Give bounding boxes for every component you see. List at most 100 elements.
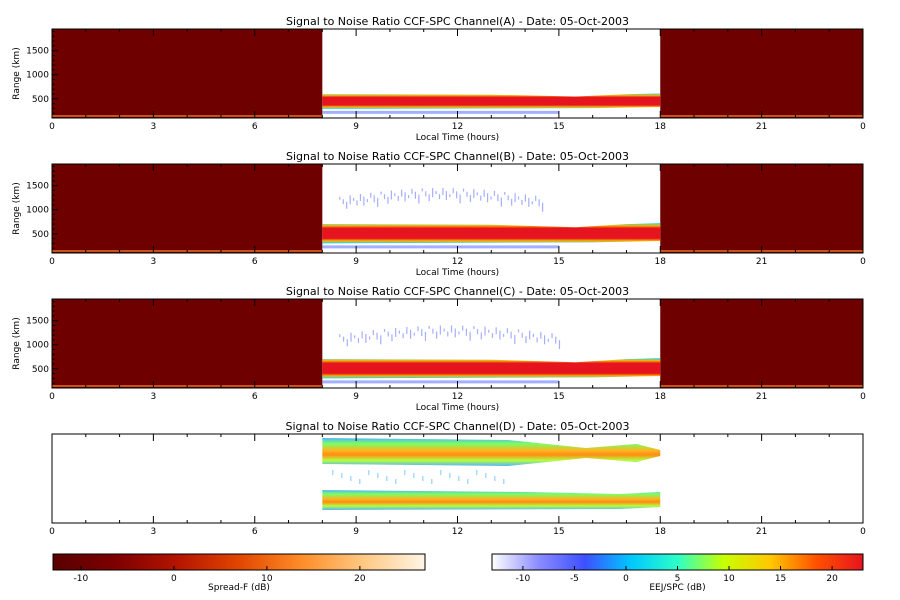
- echo-streak: [387, 196, 389, 204]
- colorbar-label: EEJ/SPC (dB): [649, 583, 705, 593]
- echo-streak: [421, 329, 423, 337]
- x-tick-label: 3: [151, 527, 157, 537]
- x-tick-label: 6: [252, 527, 258, 537]
- echo-streak: [488, 329, 490, 333]
- colorbar-tick-label: 0: [623, 574, 629, 584]
- echo-speck: [386, 476, 388, 481]
- echo-streak: [538, 199, 540, 207]
- upper-echo: [339, 325, 561, 350]
- echo-streak: [380, 335, 382, 345]
- echo-streak: [442, 188, 444, 196]
- spread-f-block: [52, 164, 323, 253]
- echo-speck: [503, 479, 505, 484]
- echo-streak: [352, 197, 355, 201]
- echo-streak: [462, 188, 465, 192]
- echo-streak: [425, 191, 427, 197]
- echo-speck: [431, 479, 433, 484]
- x-tick-label: 12: [452, 257, 463, 267]
- echo-speck: [422, 476, 424, 481]
- x-tick-label: 18: [655, 527, 667, 537]
- x-tick-label: 6: [252, 122, 258, 132]
- x-tick-label: 21: [756, 257, 767, 267]
- eej-band: [322, 223, 661, 244]
- echo-streak: [462, 325, 464, 331]
- echo-streak: [541, 202, 544, 212]
- echo-streak: [373, 195, 375, 203]
- echo-streak: [406, 327, 408, 335]
- echo-streak: [525, 336, 527, 344]
- y-tick-label: 1000: [26, 341, 49, 351]
- echo-streak: [438, 194, 441, 200]
- echo-streak: [417, 326, 419, 332]
- echo-streak: [443, 328, 445, 332]
- echo-streak: [506, 328, 508, 334]
- x-tick-label: 18: [655, 392, 667, 402]
- echo-streak: [503, 333, 505, 337]
- x-tick-label: 0: [49, 527, 55, 537]
- y-tick-label: 1000: [26, 206, 49, 216]
- echo-streak: [359, 193, 362, 201]
- colorbar-ramp: [52, 553, 426, 571]
- echo-streak: [424, 331, 427, 341]
- x-tick-label: 0: [49, 257, 55, 267]
- panel-c: Signal to Noise Ratio CCF-SPC Channel(C)…: [12, 285, 866, 413]
- colorbar-tick-label: 15: [775, 574, 786, 584]
- echo-streak: [521, 199, 523, 205]
- colorbar-tick-label: -10: [516, 574, 531, 584]
- y-tick-label: 500: [32, 95, 49, 105]
- echo-streak: [383, 194, 386, 200]
- x-tick-label: 6: [252, 257, 258, 267]
- echo-speck: [485, 473, 487, 478]
- eej-band-lower: [322, 490, 661, 510]
- panel-title: Signal to Noise Ratio CCF-SPC Channel(C)…: [286, 285, 629, 298]
- echo-streak: [551, 333, 553, 339]
- y-tick-label: 1500: [26, 182, 49, 192]
- x-tick-label: 9: [353, 392, 359, 402]
- x-tick-label: 15: [553, 527, 564, 537]
- colorbar-tick-label: 0: [171, 574, 177, 584]
- x-tick-label: 3: [151, 392, 157, 402]
- echo-streak: [483, 189, 485, 197]
- echo-streak: [402, 333, 404, 339]
- y-axis-label: Range (km): [12, 317, 22, 369]
- spread-f-block: [52, 299, 323, 388]
- panel-title: Signal to Noise Ratio CCF-SPC Channel(B)…: [286, 150, 629, 163]
- spread-f-block: [660, 29, 863, 118]
- echo-streak: [436, 331, 438, 339]
- x-tick-label: 12: [452, 392, 463, 402]
- echo-streak: [413, 332, 415, 336]
- echo-streak: [495, 327, 497, 335]
- echo-speck: [476, 470, 478, 475]
- x-tick-label: 0: [860, 122, 866, 132]
- y-axis-label: Range (km): [12, 47, 22, 99]
- y-tick-label: 500: [32, 230, 49, 240]
- echo-streak: [395, 327, 397, 337]
- echo-streak: [450, 325, 453, 333]
- echo-streak: [524, 194, 526, 202]
- echo-streak: [490, 196, 492, 200]
- echo-speck: [359, 479, 361, 484]
- colorbar-label: Spread-F (dB): [208, 583, 270, 593]
- echo-streak: [370, 192, 372, 198]
- spread-f-block: [660, 299, 863, 388]
- x-tick-label: 15: [553, 257, 564, 267]
- echo-streak: [510, 331, 512, 339]
- x-tick-label: 15: [553, 122, 564, 132]
- echo-streak: [391, 334, 393, 342]
- colorbar-tick-label: 10: [261, 574, 273, 584]
- echo-streak: [486, 193, 489, 203]
- echo-streak: [529, 330, 531, 340]
- x-tick-label: 21: [756, 392, 767, 402]
- echo-streak: [409, 329, 412, 339]
- echo-speck: [404, 470, 406, 475]
- echo-streak: [339, 334, 341, 338]
- echo-streak: [507, 195, 509, 201]
- x-tick-label: 9: [353, 122, 359, 132]
- y-tick-label: 1500: [26, 47, 49, 57]
- echo-streak: [414, 191, 417, 199]
- echo-streak: [376, 332, 378, 340]
- echo-streak: [456, 191, 458, 199]
- x-tick-label: 21: [756, 122, 767, 132]
- echo-streak: [511, 198, 513, 206]
- echo-streak: [521, 332, 523, 338]
